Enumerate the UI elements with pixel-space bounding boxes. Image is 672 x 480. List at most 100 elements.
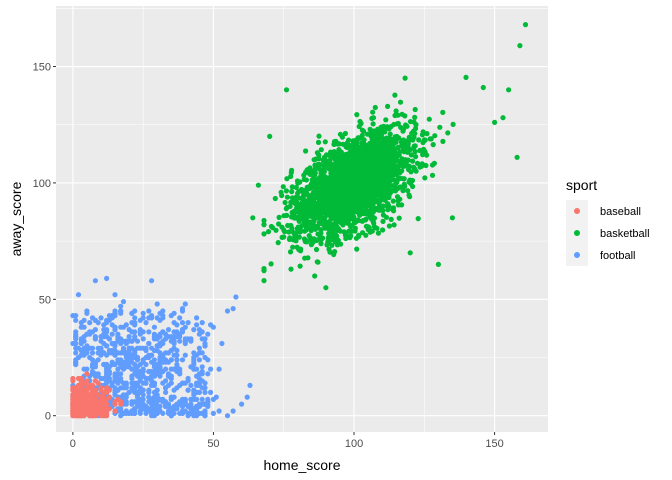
point-football: [194, 315, 200, 321]
legend-title: sport: [566, 177, 597, 193]
point-basketball: [329, 187, 335, 194]
point-football: [182, 336, 188, 342]
point-basketball: [367, 131, 373, 137]
point-basketball: [379, 155, 385, 161]
point-basketball: [390, 183, 396, 189]
point-football: [163, 389, 169, 395]
point-basketball: [402, 183, 408, 189]
point-basketball: [305, 220, 311, 226]
point-football: [118, 413, 124, 419]
point-basketball: [316, 152, 322, 158]
point-basketball: [413, 122, 419, 128]
point-basketball: [391, 222, 397, 228]
point-football: [134, 345, 141, 351]
point-basketball: [374, 207, 380, 213]
point-football: [132, 380, 138, 386]
point-basketball: [522, 22, 529, 28]
point-basketball: [406, 163, 412, 169]
point-basketball: [429, 172, 436, 178]
point-basketball: [323, 152, 330, 158]
point-basketball: [320, 191, 326, 197]
point-basketball: [300, 187, 306, 193]
point-football: [104, 275, 110, 281]
point-baseball: [92, 378, 98, 384]
point-basketball: [315, 231, 321, 237]
point-basketball: [388, 174, 394, 180]
point-basketball: [261, 222, 267, 228]
point-football: [84, 308, 90, 314]
point-basketball: [330, 215, 336, 221]
point-basketball: [405, 143, 411, 150]
point-football: [210, 396, 216, 402]
point-basketball: [261, 217, 267, 224]
point-basketball: [333, 233, 339, 239]
point-football: [149, 378, 155, 384]
point-basketball: [394, 121, 400, 127]
point-football: [140, 366, 146, 372]
point-basketball: [340, 197, 346, 203]
point-basketball: [390, 150, 396, 156]
point-football: [87, 320, 93, 326]
point-football: [123, 354, 129, 361]
point-basketball: [339, 209, 345, 215]
point-basketball: [299, 223, 305, 229]
point-basketball: [296, 214, 302, 220]
point-football: [73, 317, 79, 323]
point-basketball: [261, 278, 267, 284]
point-basketball: [351, 187, 357, 193]
point-football: [109, 331, 115, 337]
point-basketball: [404, 149, 410, 155]
point-basketball: [392, 112, 398, 119]
point-football: [168, 313, 174, 319]
point-basketball: [352, 173, 358, 179]
point-baseball: [118, 401, 124, 407]
point-football: [115, 357, 121, 363]
point-football: [177, 371, 183, 377]
point-basketball: [407, 177, 413, 183]
point-basketball: [357, 212, 363, 218]
point-football: [81, 366, 87, 372]
point-football: [177, 366, 183, 372]
point-basketball: [366, 173, 372, 179]
point-football: [84, 347, 90, 354]
point-basketball: [358, 176, 364, 182]
point-football: [188, 410, 194, 416]
point-football: [160, 308, 166, 314]
point-basketball: [332, 200, 338, 207]
point-basketball: [284, 194, 290, 200]
point-baseball: [112, 399, 118, 405]
point-basketball: [426, 116, 432, 122]
point-football: [179, 380, 186, 386]
point-baseball: [70, 413, 76, 419]
point-basketball: [408, 152, 414, 158]
point-football: [179, 320, 186, 326]
point-football: [92, 336, 98, 342]
point-basketball: [287, 249, 294, 255]
point-football: [132, 366, 138, 372]
point-basketball: [437, 124, 443, 130]
point-football: [73, 350, 79, 356]
point-basketball: [382, 141, 388, 147]
point-basketball: [375, 179, 381, 185]
point-football: [146, 340, 152, 347]
point-basketball: [354, 112, 360, 118]
point-basketball: [299, 200, 305, 206]
point-basketball: [250, 215, 256, 221]
point-basketball: [319, 183, 325, 189]
point-football: [224, 413, 231, 419]
point-basketball: [383, 136, 389, 142]
x-tick-label: 150: [485, 438, 503, 450]
point-football: [140, 357, 146, 363]
point-basketball: [400, 188, 406, 194]
point-football: [95, 345, 101, 351]
point-football: [81, 324, 87, 330]
point-football: [120, 361, 127, 368]
point-basketball: [404, 123, 410, 129]
point-football: [149, 408, 155, 414]
point-football: [165, 403, 172, 409]
point-basketball: [284, 176, 290, 182]
point-football: [196, 327, 202, 333]
point-football: [174, 361, 180, 368]
point-basketball: [349, 164, 355, 171]
point-basketball: [317, 197, 323, 203]
